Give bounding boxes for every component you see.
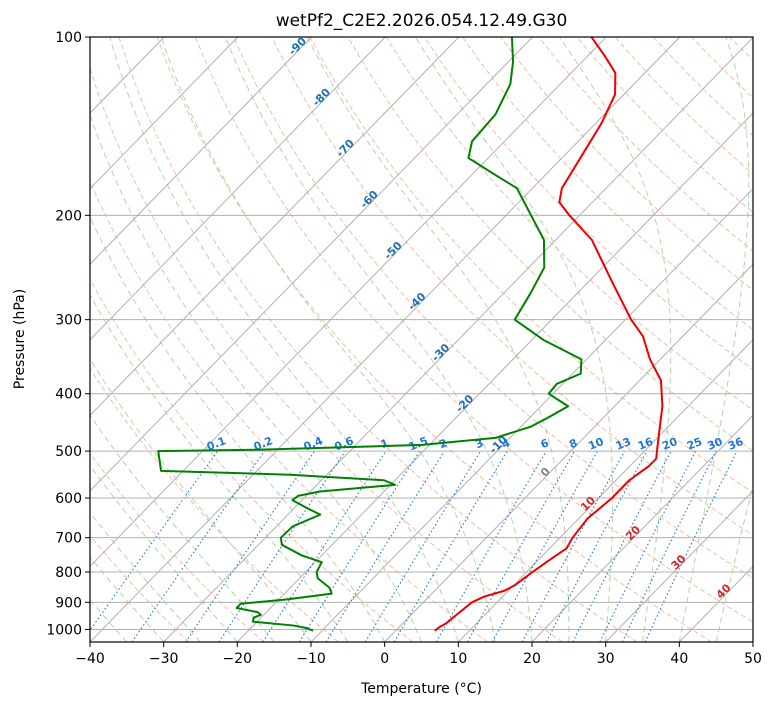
x-tick-label: 50 (744, 651, 762, 667)
mixing-ratio-label: 20 (660, 435, 679, 453)
mixing-ratio-line (325, 450, 445, 642)
mixing-ratio-line (521, 450, 626, 642)
dry-adiabat (385, 37, 753, 411)
mixing-ratio-line (185, 450, 315, 642)
mixing-ratio-line (467, 450, 576, 642)
y-tick-label: 500 (55, 444, 82, 460)
y-tick-label: 800 (55, 565, 82, 581)
y-tick-label: 900 (55, 595, 82, 611)
y-tick-label: 1000 (46, 622, 82, 638)
mixing-ratio-line (90, 450, 219, 632)
plot-area: -100-90-80-70-60-50-40-30-20-10010203040… (90, 37, 753, 642)
dry-adiabat (156, 37, 712, 642)
mixing-ratio-line (621, 450, 717, 642)
dry-adiabat (90, 278, 414, 642)
x-tick-label: −30 (149, 651, 179, 667)
x-tick-label: 0 (380, 651, 389, 667)
x-tick-label: 10 (449, 651, 467, 667)
dry-adiabat (233, 37, 753, 579)
moist-adiabat (715, 483, 753, 642)
mixing-ratio-line (364, 450, 482, 642)
y-tick-label: 400 (55, 387, 82, 403)
mixing-ratio-lines (90, 450, 738, 642)
isotherm (236, 112, 753, 642)
y-tick-label: 100 (55, 30, 82, 46)
moist-adiabat (90, 293, 349, 642)
x-tick-label: 20 (523, 651, 541, 667)
y-tick-label: 700 (55, 531, 82, 547)
isotherm (90, 37, 239, 190)
moist-adiabat (306, 37, 570, 642)
mixing-ratio-label: 8 (567, 436, 579, 451)
moist-adiabat (415, 37, 614, 642)
isotherm (384, 263, 753, 642)
y-axis-title: Pressure (hPa) (12, 289, 28, 389)
mixing-ratio-label: 16 (636, 435, 655, 453)
isotherm (531, 414, 753, 642)
isotherm (310, 187, 753, 642)
mixing-ratio-label: 30 (705, 435, 724, 453)
dewpoint-profile-line (157, 37, 583, 632)
y-tick-label: 200 (55, 208, 82, 224)
x-tick-label: 30 (597, 651, 615, 667)
moist-adiabat (160, 37, 496, 642)
moist-adiabat (90, 464, 238, 642)
mixing-ratio-line (599, 450, 697, 642)
dry-adiabats (90, 37, 753, 642)
moist-adiabat (558, 37, 672, 642)
isotherms (90, 37, 753, 642)
moist-adiabat (678, 37, 750, 642)
mixing-ratio-label: 25 (685, 435, 704, 453)
y-tick-label: 600 (55, 491, 82, 507)
x-axis: −40 −30 −20 −10 0 10 20 30 40 50 (75, 642, 762, 667)
isotherm (163, 37, 753, 642)
x-tick-label: −40 (75, 651, 105, 667)
moist-adiabat (90, 113, 422, 642)
isotherm (605, 490, 753, 642)
moist-adiabat (90, 215, 386, 642)
x-tick-label: −10 (296, 651, 326, 667)
isotherm (90, 37, 533, 492)
mixing-ratio-line (218, 450, 346, 642)
chart-title: wetPf2_C2E2.2026.054.12.49.G30 (276, 11, 568, 31)
dry-adiabat (271, 37, 753, 536)
moist-adiabat (224, 37, 533, 642)
y-axis: 100 200 300 400 500 600 700 800 900 1000 (46, 30, 90, 638)
isotherm (90, 37, 681, 642)
mixing-ratio-label: 1 (379, 436, 391, 451)
mixing-ratio-line (262, 450, 387, 642)
mixing-ratio-label: 10 (587, 435, 606, 453)
mixing-ratio-line (491, 450, 598, 642)
moist-adiabat (90, 414, 275, 642)
x-tick-label: −20 (223, 651, 253, 667)
isotherm (90, 37, 312, 265)
x-axis-title: Temperature (°C) (360, 681, 482, 697)
mixing-ratio-label: 3 (473, 436, 485, 451)
moist-adiabat (109, 37, 459, 642)
isotherm (457, 339, 753, 642)
dry-adiabat (90, 534, 190, 642)
mixing-ratio-label: 36 (726, 435, 745, 453)
moist-adiabats (90, 37, 753, 642)
dry-adiabat (118, 37, 638, 642)
dry-adiabat (194, 37, 753, 623)
dry-adiabat (500, 37, 753, 291)
dry-adiabat (90, 180, 488, 642)
y-tick-label: 300 (55, 313, 82, 329)
isotherm (90, 37, 460, 417)
sounding-series (157, 37, 664, 632)
isotherm (90, 37, 607, 568)
mixing-ratio-line (131, 450, 265, 642)
dry-adiabat (309, 37, 753, 494)
temperature-profile-line (434, 37, 664, 632)
x-tick-label: 40 (670, 651, 688, 667)
dry-adiabat (423, 37, 753, 371)
plot-frame (89, 36, 754, 643)
mixing-ratio-label: 13 (614, 435, 633, 453)
mixing-ratio-line (298, 450, 421, 642)
